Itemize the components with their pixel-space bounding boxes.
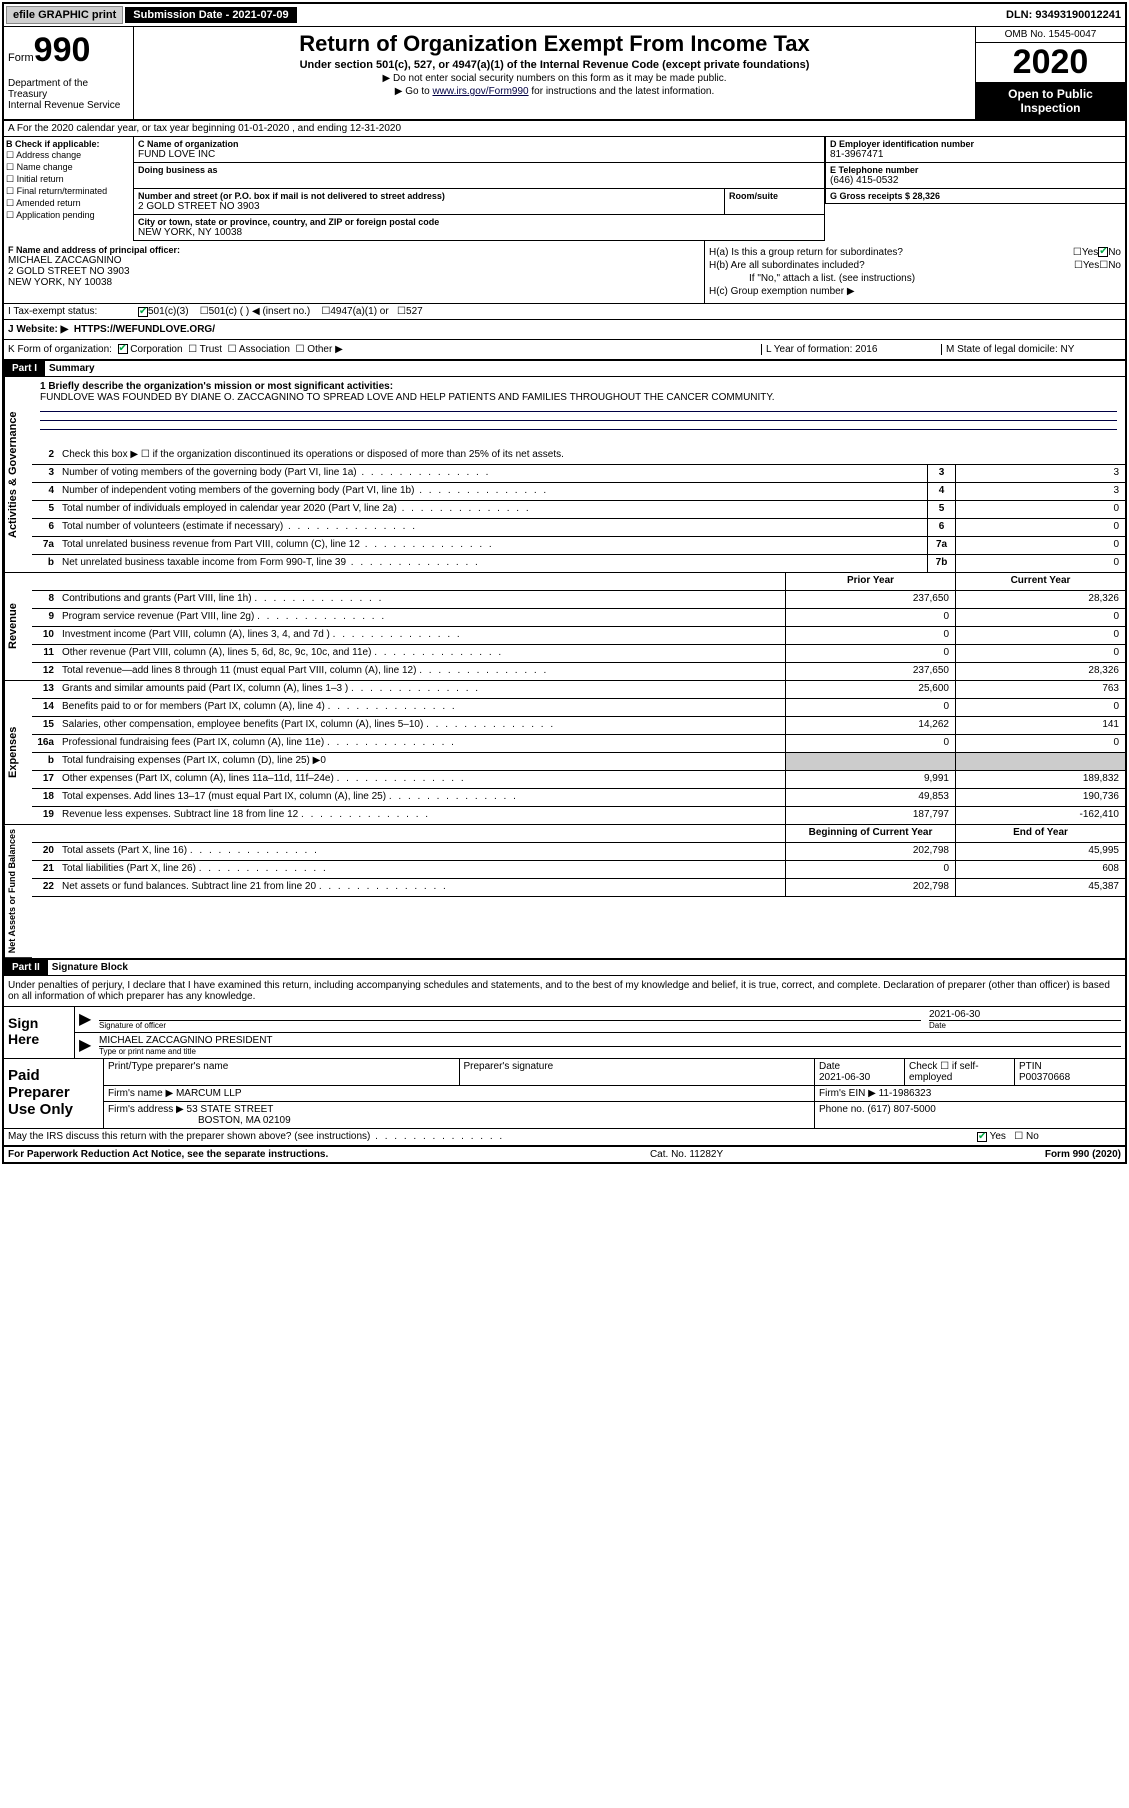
501c3-check [138,307,148,317]
form-prefix: Form [8,52,34,64]
section-h: H(a) Is this a group return for subordin… [705,241,1125,303]
sidebar-expenses: Expenses [4,681,32,825]
org-city: NEW YORK, NY 10038 [138,227,820,238]
mission: FUNDLOVE WAS FOUNDED BY DIANE O. ZACCAGN… [40,392,1117,403]
discuss-yes [977,1132,987,1142]
note-1: ▶ Do not enter social security numbers o… [138,73,971,84]
tax-status: I Tax-exempt status: 501(c)(3) ☐ 501(c) … [4,304,1125,320]
part-1-hdr: Part I [4,361,45,376]
section-f: F Name and address of principal officer:… [4,241,705,303]
topbar: efile GRAPHIC print Submission Date - 20… [4,4,1125,27]
open-public: Open to Public Inspection [976,83,1125,119]
submission-date: Submission Date - 2021-07-09 [125,7,296,23]
dept: Department of the Treasury Internal Reve… [8,78,129,111]
sidebar-governance: Activities & Governance [4,377,32,573]
omb: OMB No. 1545-0047 [976,27,1125,43]
dln: DLN: 93493190012241 [1006,9,1125,21]
sidebar-net: Net Assets or Fund Balances [4,825,32,958]
declaration: Under penalties of perjury, I declare th… [4,976,1125,1007]
ein: 81-3967471 [830,149,1121,160]
paid-preparer: Paid Preparer Use Only [4,1059,104,1128]
firm-name: MARCUM LLP [176,1088,242,1099]
website-row: J Website: ▶ HTTPS://WEFUNDLOVE.ORG/ [4,320,1125,340]
ha-no-check [1098,247,1108,257]
irs-link[interactable]: www.irs.gov/Form990 [432,86,528,97]
form-number: 990 [34,31,91,69]
org-address: 2 GOLD STREET NO 3903 [138,201,720,212]
phone: (646) 415-0532 [830,175,1121,186]
part-2-hdr: Part II [4,960,48,975]
section-b: B Check if applicable: ☐ Address change … [4,137,134,241]
gross-receipts: G Gross receipts $ 28,326 [830,191,1121,201]
form-subtitle: Under section 501(c), 527, or 4947(a)(1)… [138,59,971,71]
officer-name: MICHAEL ZACCAGNINO PRESIDENT [99,1035,1121,1047]
k-form: K Form of organization: Corporation ☐ Tr… [4,340,1125,361]
org-name: FUND LOVE INC [138,149,820,160]
ptin: P00370668 [1019,1072,1070,1083]
sign-here: Sign Here [4,1007,74,1058]
footer: For Paperwork Reduction Act Notice, see … [4,1147,1125,1162]
efile-button[interactable]: efile GRAPHIC print [6,6,123,24]
sidebar-revenue: Revenue [4,573,32,681]
website-url: HTTPS://WEFUNDLOVE.ORG/ [74,324,215,335]
form-header: Form990 Department of the Treasury Inter… [4,27,1125,121]
tax-year: 2020 [976,43,1125,83]
line-a: A For the 2020 calendar year, or tax yea… [4,121,1125,137]
form-title: Return of Organization Exempt From Incom… [138,31,971,57]
